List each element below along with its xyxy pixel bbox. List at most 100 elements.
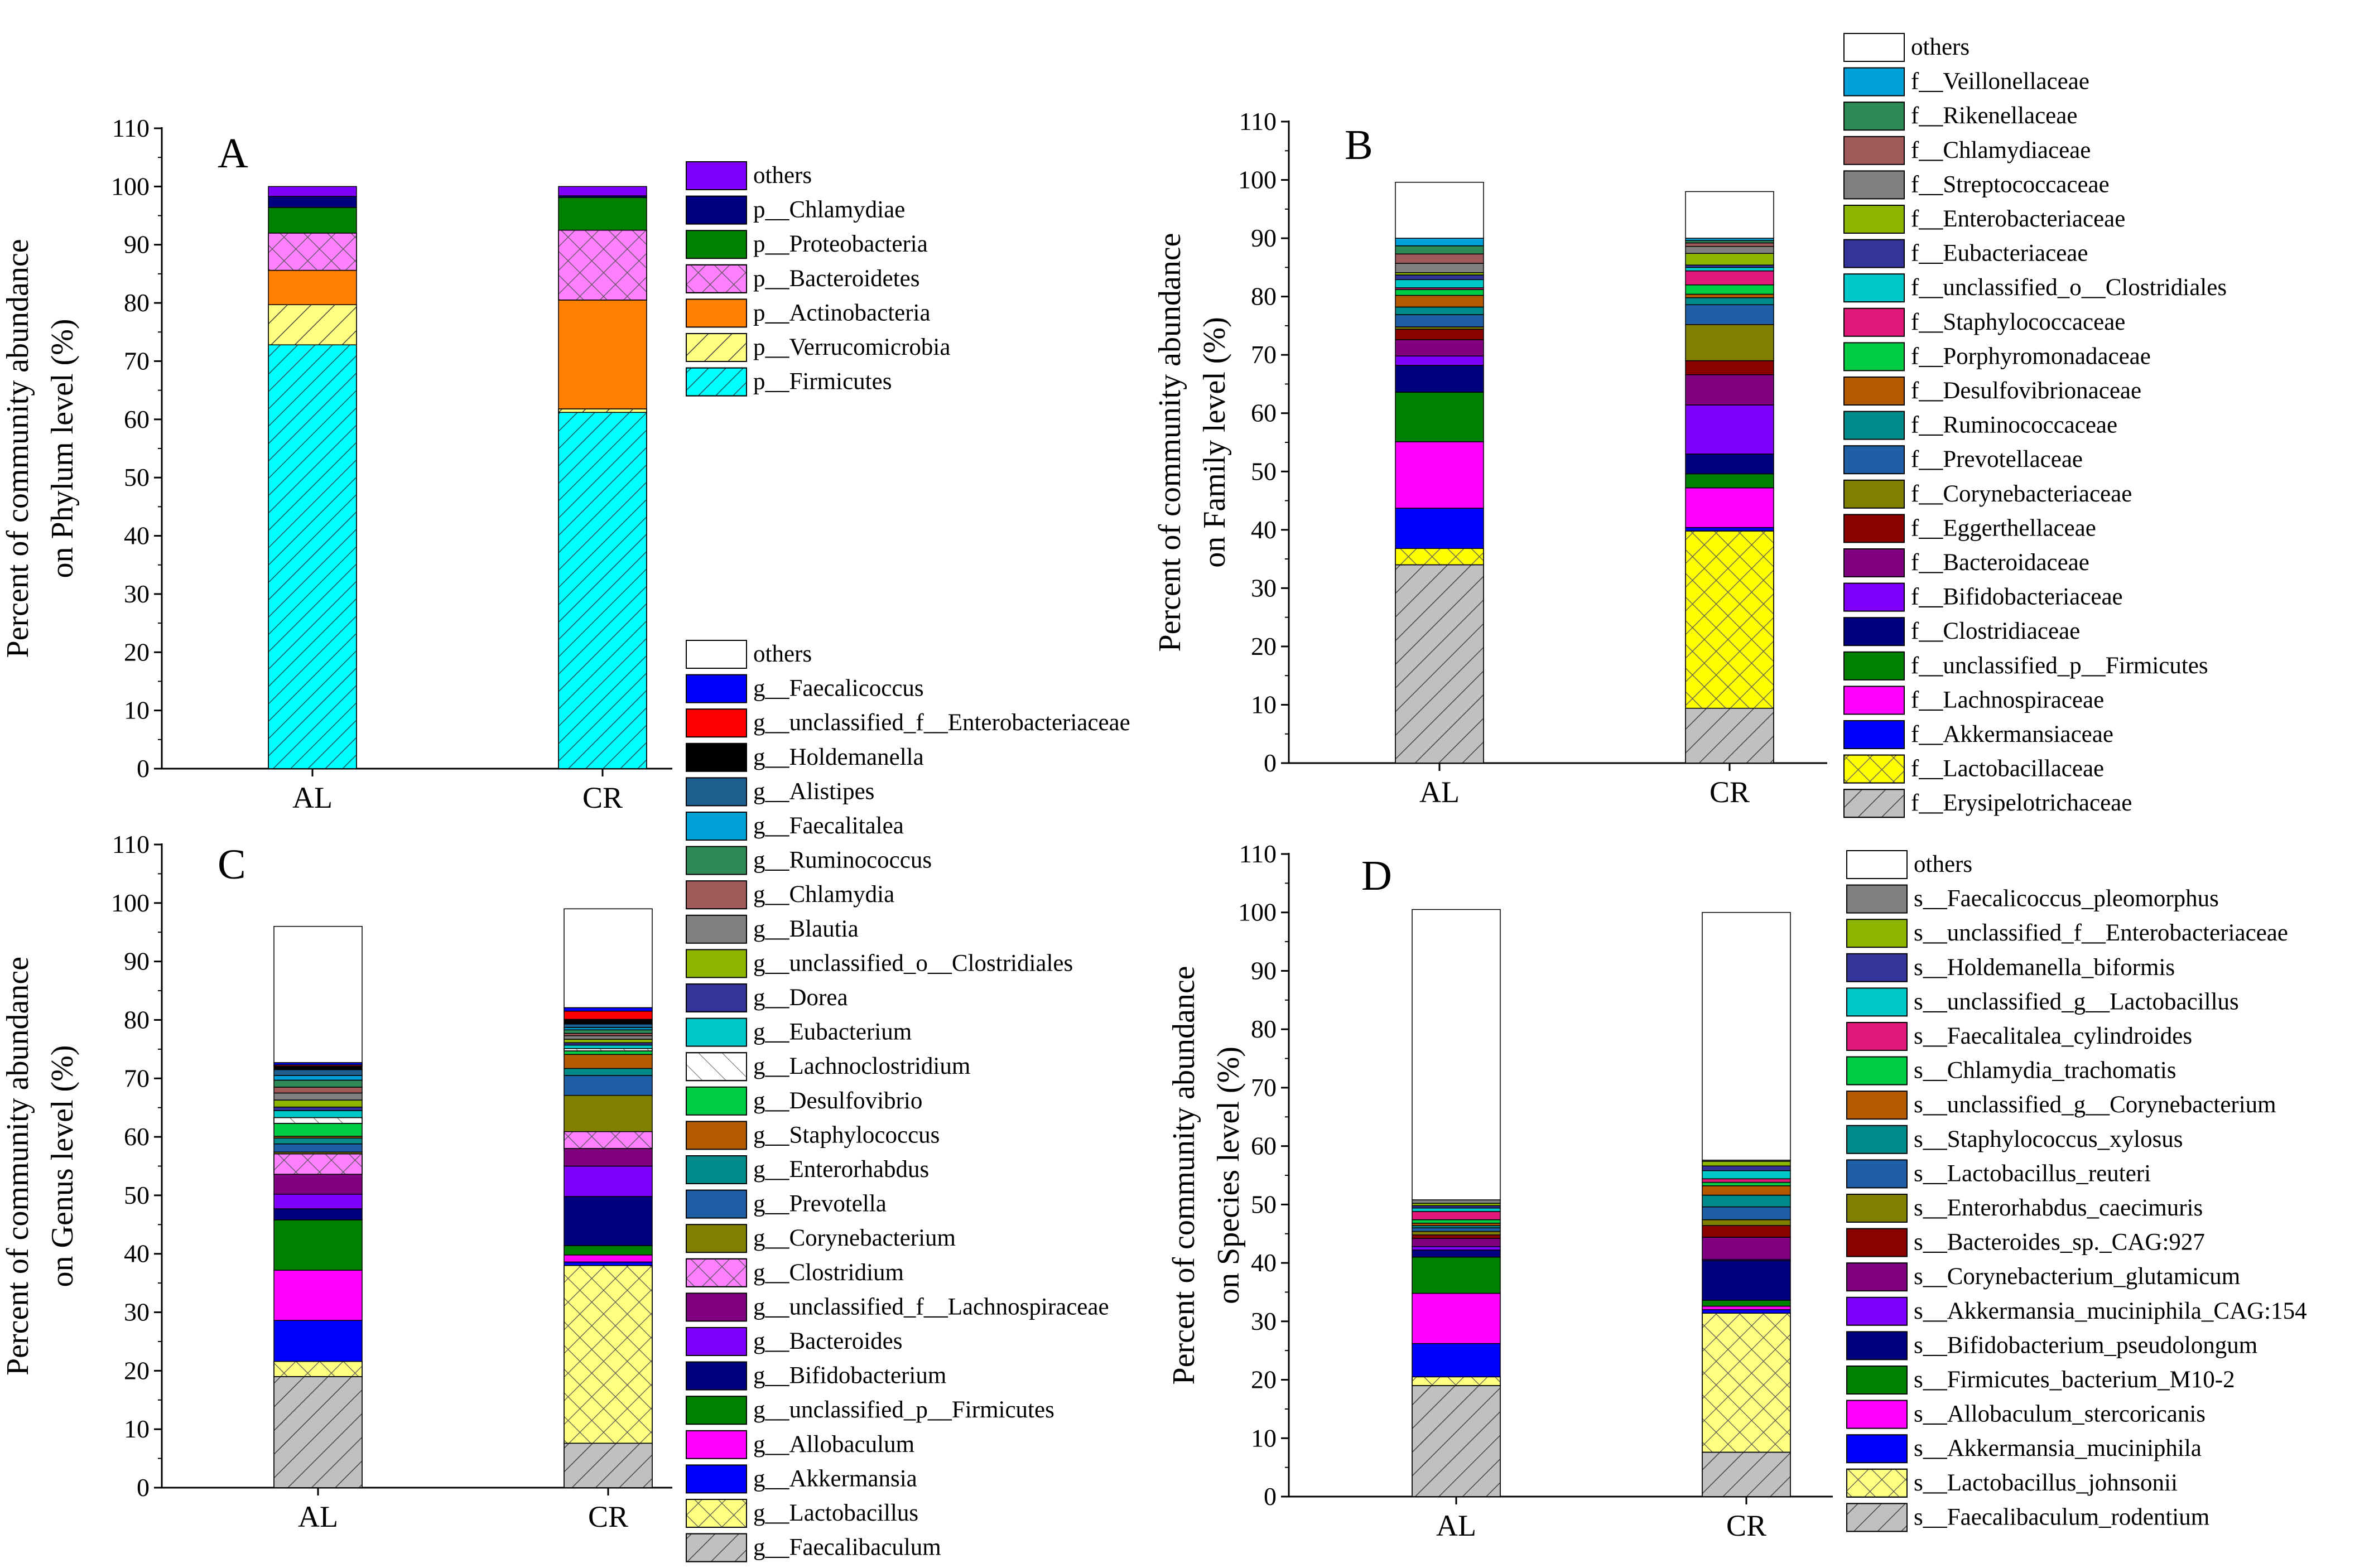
y-tick-label: 50 xyxy=(124,463,150,491)
legend-swatch xyxy=(1846,1228,1908,1257)
x-tick-label: CR xyxy=(1726,1509,1766,1542)
bar-segment xyxy=(564,1094,653,1132)
legend-swatch xyxy=(1843,720,1905,749)
y-tick-label: 0 xyxy=(1264,1482,1277,1511)
y-tick-label: 30 xyxy=(1251,573,1277,602)
legend-label: g__Alistipes xyxy=(753,778,874,804)
bar-segment xyxy=(1395,329,1484,340)
bar-segment xyxy=(273,1208,363,1220)
bar-segment xyxy=(1685,374,1774,406)
bar-segment xyxy=(1702,1206,1791,1220)
legend-swatch xyxy=(1846,1434,1908,1464)
legend-swatch xyxy=(686,983,747,1012)
y-tick-label: 50 xyxy=(1251,457,1277,485)
bar-segment-hatch xyxy=(558,412,647,769)
y-tick-label: 60 xyxy=(124,1122,150,1151)
legend-label: s__unclassified_g__Lactobacillus xyxy=(1914,988,2239,1015)
legend-swatch xyxy=(1846,850,1908,879)
legend-swatch xyxy=(1843,445,1905,475)
bar-segment xyxy=(273,1087,363,1094)
bar-segment xyxy=(1395,238,1484,247)
legend-label: g__Corynebacterium xyxy=(753,1225,956,1251)
legend-label: g__unclassified_o__Clostridiales xyxy=(753,950,1073,976)
legend-label: s__Staphylococcus_xylosus xyxy=(1914,1126,2183,1152)
legend-swatch xyxy=(1846,919,1908,948)
bar-segment xyxy=(1685,267,1774,272)
bar-segment-hatch xyxy=(273,1117,363,1124)
bar-segment xyxy=(1412,1238,1501,1247)
bar-segment xyxy=(273,1270,363,1321)
legend-label: f__Lactobacillaceae xyxy=(1911,756,2104,782)
y-tick-label: 90 xyxy=(1251,956,1277,985)
legend-label: g__unclassified_f__Lachnospiraceae xyxy=(753,1294,1109,1320)
legend-swatch xyxy=(1846,1366,1908,1395)
legend-swatch-hatch xyxy=(686,333,747,362)
bar-segment-hatch xyxy=(558,408,647,413)
legend-swatch xyxy=(686,812,747,841)
bar-segment xyxy=(273,1106,363,1111)
legend-label: s__Firmicutes_bacterium_M10-2 xyxy=(1914,1367,2235,1393)
legend-swatch xyxy=(686,1292,747,1322)
y-axis-label: on Genus level (%) xyxy=(45,1045,80,1287)
legend-label: f__Rikenellaceae xyxy=(1911,103,2077,129)
bar-segment xyxy=(564,1050,653,1055)
legend-label: g__Akkermansia xyxy=(753,1465,917,1492)
bar-segment xyxy=(1702,911,1791,1161)
legend-swatch xyxy=(686,298,747,328)
legend-label: f__Eggerthellaceae xyxy=(1911,515,2096,541)
legend-swatch xyxy=(686,742,747,772)
bar-segment xyxy=(564,1255,653,1263)
legend-label: p__Firmicutes xyxy=(753,369,892,395)
bar-segment xyxy=(1702,1260,1791,1301)
bar-segment xyxy=(1412,1219,1501,1224)
legend-label: s__Bifidobacterium_pseudolongum xyxy=(1914,1332,2257,1358)
y-tick-label: 40 xyxy=(124,1239,150,1268)
legend-label: f__Bifidobacteriaceae xyxy=(1911,584,2123,610)
legend-label: f__Erysipelotrichaceae xyxy=(1911,790,2132,816)
legend-label: f__Prevotellaceae xyxy=(1911,446,2083,472)
legend-swatch xyxy=(1846,1056,1908,1085)
legend-swatch xyxy=(1843,205,1905,234)
x-tick-label: AL xyxy=(292,781,333,814)
bar-segment xyxy=(564,1261,653,1266)
legend-label: g__Enterorhabdus xyxy=(753,1156,929,1183)
legend-label: g__Desulfovibrio xyxy=(753,1088,922,1114)
bar-segment xyxy=(273,1092,363,1101)
legend-swatch xyxy=(1846,1400,1908,1429)
bar-segment xyxy=(564,1165,653,1197)
legend-label: others xyxy=(753,641,812,667)
legend-swatch xyxy=(686,777,747,807)
legend-swatch xyxy=(1843,548,1905,577)
y-tick-label: 10 xyxy=(124,696,150,725)
legend-label: p__Verrucomicrobia xyxy=(753,334,950,360)
bar-segment xyxy=(1395,295,1484,308)
bar-segment-hatch xyxy=(268,233,357,271)
legend-label: p__Bacteroidetes xyxy=(753,266,920,292)
y-tick-label: 110 xyxy=(112,830,150,858)
legend-label: g__Allobaculum xyxy=(753,1431,914,1458)
bar-segment xyxy=(1395,253,1484,264)
legend-swatch xyxy=(1846,1159,1908,1189)
bar-segment xyxy=(1395,279,1484,288)
legend-label: s__Chlamydia_trachomatis xyxy=(1914,1058,2176,1084)
panel-label: D xyxy=(1361,852,1392,899)
legend-swatch-hatch xyxy=(686,1258,747,1287)
legend-label: p__Actinobacteria xyxy=(753,300,931,326)
legend-swatch xyxy=(1843,136,1905,165)
legend-swatch xyxy=(686,230,747,259)
bar-segment xyxy=(1685,293,1774,298)
bar-segment xyxy=(273,1194,363,1209)
legend-swatch-hatch xyxy=(686,264,747,293)
legend-swatch xyxy=(1843,411,1905,440)
bar-segment xyxy=(273,1110,363,1118)
y-tick-label: 40 xyxy=(1251,1248,1277,1277)
legend-label: s__unclassified_f__Enterobacteriaceae xyxy=(1914,920,2288,946)
legend-swatch xyxy=(1846,987,1908,1017)
legend-swatch xyxy=(1843,377,1905,406)
bar-segment xyxy=(1395,441,1484,509)
bar-segment xyxy=(1412,1231,1501,1236)
y-tick-label: 70 xyxy=(124,1064,150,1092)
legend-swatch xyxy=(1843,582,1905,612)
